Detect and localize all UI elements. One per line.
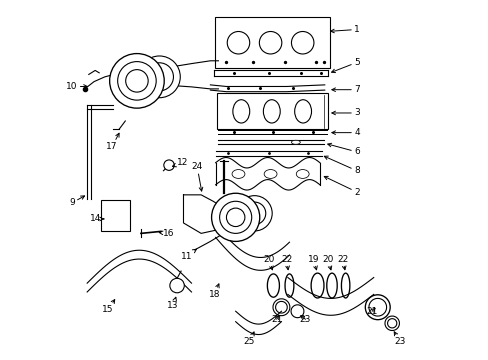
Text: 25: 25 [243, 332, 254, 346]
Circle shape [169, 278, 184, 293]
Text: 11: 11 [180, 249, 196, 261]
Text: 20: 20 [263, 255, 275, 270]
Text: 9: 9 [69, 196, 84, 207]
Text: 16: 16 [159, 229, 174, 238]
Ellipse shape [291, 140, 300, 144]
Text: 23: 23 [299, 315, 310, 324]
Text: 19: 19 [307, 255, 319, 270]
Text: 3: 3 [331, 108, 359, 117]
Text: 8: 8 [324, 156, 359, 175]
Circle shape [145, 63, 173, 91]
Text: 12: 12 [172, 158, 187, 167]
Ellipse shape [294, 100, 311, 123]
Ellipse shape [232, 100, 249, 123]
FancyBboxPatch shape [101, 200, 130, 231]
Circle shape [219, 201, 251, 233]
Text: 22: 22 [337, 255, 348, 270]
Text: 17: 17 [106, 133, 119, 151]
Text: 21: 21 [366, 307, 377, 316]
Text: 6: 6 [327, 143, 359, 156]
Circle shape [138, 56, 180, 98]
Circle shape [163, 160, 174, 170]
Ellipse shape [263, 100, 280, 123]
Text: 4: 4 [331, 128, 359, 137]
Circle shape [118, 62, 156, 100]
Circle shape [125, 69, 148, 92]
Circle shape [259, 31, 281, 54]
Text: 15: 15 [102, 300, 115, 314]
Text: 13: 13 [167, 297, 179, 310]
Text: 5: 5 [331, 58, 359, 73]
Circle shape [227, 31, 249, 54]
Circle shape [236, 195, 272, 231]
Circle shape [226, 208, 244, 226]
Circle shape [243, 202, 265, 225]
Ellipse shape [232, 170, 244, 179]
Text: 2: 2 [324, 176, 359, 197]
FancyBboxPatch shape [216, 93, 327, 130]
Text: 18: 18 [208, 284, 220, 299]
Circle shape [109, 54, 164, 108]
Text: 22: 22 [281, 255, 292, 270]
Text: 20: 20 [322, 255, 333, 270]
Text: 24: 24 [191, 162, 203, 191]
Text: 23: 23 [393, 332, 405, 346]
Text: 10: 10 [66, 82, 87, 91]
Circle shape [291, 31, 313, 54]
Circle shape [211, 193, 259, 242]
Text: 21: 21 [270, 315, 282, 324]
Ellipse shape [296, 170, 308, 179]
Text: 14: 14 [89, 215, 103, 224]
FancyBboxPatch shape [215, 17, 329, 68]
Text: 1: 1 [330, 25, 359, 34]
Ellipse shape [264, 170, 276, 179]
Text: 7: 7 [331, 85, 359, 94]
